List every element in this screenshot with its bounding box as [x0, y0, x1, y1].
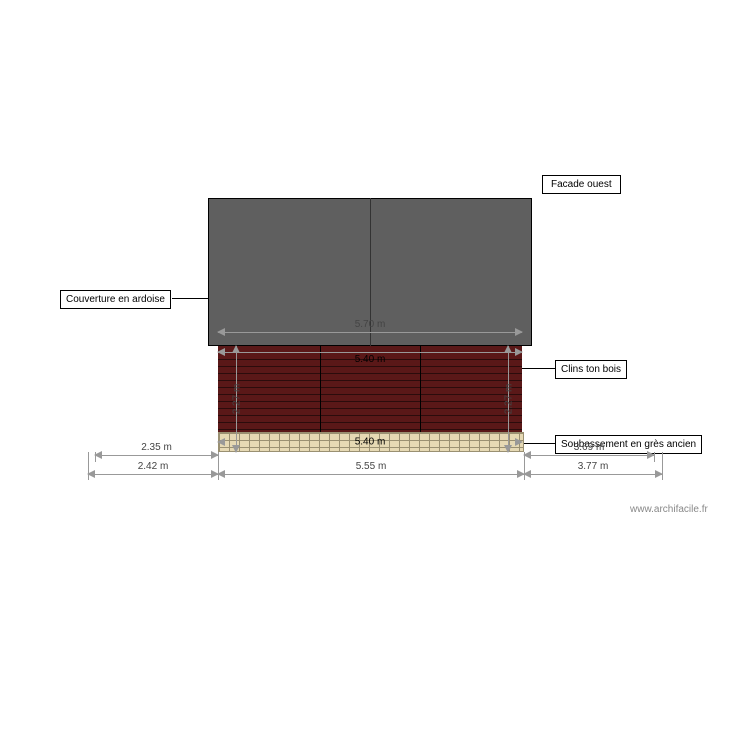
dim-top-570: 5.70 m	[218, 332, 522, 333]
dim-left-242: 2.42 m	[88, 474, 218, 475]
title-box: Facade ouest	[542, 175, 621, 194]
label-roof-text: Couverture en ardoise	[66, 294, 165, 305]
dim-right-369-text: 3.69 m	[574, 442, 605, 453]
dim-vright-227-text: 2.27 m	[503, 384, 514, 415]
dim-left-235-text: 2.35 m	[141, 442, 172, 453]
dim-mid-555-text: 5.55 m	[356, 461, 387, 472]
dim-top-570-text: 5.70 m	[355, 319, 386, 330]
ext-tick	[524, 452, 525, 480]
diagram-stage: { "canvas": { "width": 750, "height": 75…	[0, 0, 750, 750]
watermark: www.archifacile.fr	[630, 504, 708, 515]
ext-tick	[662, 452, 663, 480]
dim-left-235: 2.35 m	[95, 455, 218, 456]
leader-roof	[172, 298, 208, 299]
title-text: Facade ouest	[551, 179, 612, 190]
dim-mid-555: 5.55 m	[218, 474, 524, 475]
dim-right-377: 3.77 m	[524, 474, 662, 475]
ext-tick	[218, 452, 219, 480]
ext-tick	[88, 452, 89, 480]
wood-vertical-joint-2	[420, 346, 421, 432]
leader-stone	[524, 443, 555, 444]
dim-right-377-text: 3.77 m	[578, 461, 609, 472]
label-wood: Clins ton bois	[555, 360, 627, 379]
label-wood-text: Clins ton bois	[561, 364, 621, 375]
dim-mid-540-text: 5.40 m	[355, 354, 386, 365]
dim-vleft-227: 2.27 m	[236, 346, 237, 452]
dim-stone-540-text: 5.40 m	[355, 437, 386, 448]
dim-stone-540: 5.40 m	[218, 442, 522, 443]
label-roof: Couverture en ardoise	[60, 290, 171, 309]
watermark-text: www.archifacile.fr	[630, 504, 708, 515]
dim-left-242-text: 2.42 m	[138, 461, 169, 472]
dim-vleft-227-text: 2.27 m	[231, 384, 242, 415]
dim-vright-227: 2.27 m	[508, 346, 509, 452]
ext-tick	[654, 452, 655, 462]
dim-right-369: 3.69 m	[524, 455, 654, 456]
dim-mid-540: 5.40 m	[218, 352, 522, 353]
wood-vertical-joint-1	[320, 346, 321, 432]
ext-tick	[95, 452, 96, 462]
leader-wood	[522, 368, 555, 369]
